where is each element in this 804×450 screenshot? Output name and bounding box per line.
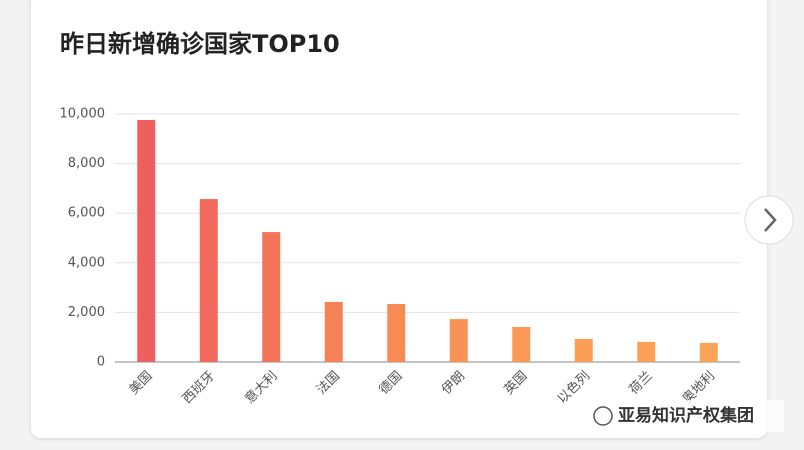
y-tick-label: 6,000 bbox=[68, 206, 105, 221]
bar bbox=[699, 342, 718, 362]
next-arrow[interactable] bbox=[764, 208, 777, 232]
x-tick-label: 德国 bbox=[377, 369, 406, 398]
watermark: 亚易知识产权集团 bbox=[618, 405, 754, 426]
chart-title: 昨日新增确诊国家TOP10 bbox=[60, 30, 340, 58]
x-tick-label: 法国 bbox=[314, 369, 343, 398]
bar bbox=[512, 327, 531, 362]
x-tick-label: 伊朗 bbox=[439, 369, 468, 398]
x-tick-label: 英国 bbox=[502, 369, 531, 398]
bar bbox=[637, 341, 656, 362]
x-tick-label: 西班牙 bbox=[180, 369, 218, 407]
y-tick-label: 2,000 bbox=[68, 305, 105, 320]
bar bbox=[199, 199, 218, 362]
x-tick-label: 美国 bbox=[127, 369, 156, 398]
y-tick-label: 10,000 bbox=[60, 107, 106, 122]
x-tick-label: 荷兰 bbox=[627, 369, 656, 398]
y-tick-label: 4,000 bbox=[68, 255, 105, 270]
watermark-bg bbox=[584, 400, 784, 432]
bar bbox=[387, 303, 406, 362]
bar bbox=[574, 338, 593, 362]
bar bbox=[449, 319, 468, 362]
next-button[interactable] bbox=[744, 195, 794, 245]
x-tick-label: 意大利 bbox=[242, 368, 281, 407]
bar bbox=[262, 232, 281, 362]
bar bbox=[324, 301, 343, 362]
bar bbox=[137, 119, 156, 363]
watermark-icon bbox=[593, 406, 613, 426]
y-tick-label: 8,000 bbox=[68, 156, 105, 171]
next-button-circle[interactable] bbox=[744, 195, 794, 245]
y-tick-label: 0 bbox=[97, 355, 105, 370]
